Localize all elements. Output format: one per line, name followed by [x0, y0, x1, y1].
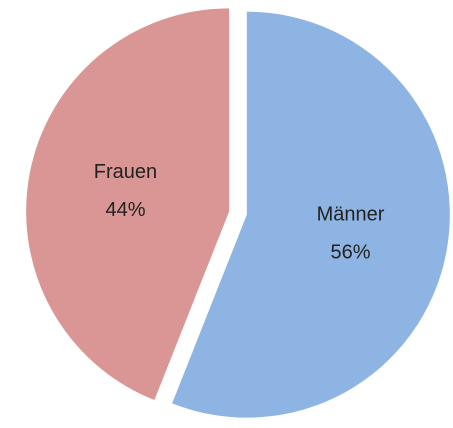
- slice-value-label: 56%: [331, 242, 371, 264]
- pie-slice: [26, 8, 230, 401]
- slice-label: Frauen: [94, 161, 157, 183]
- slice-value-label: 44%: [105, 199, 145, 221]
- slice-label: Männer: [317, 204, 385, 226]
- pie-slice: [172, 11, 450, 418]
